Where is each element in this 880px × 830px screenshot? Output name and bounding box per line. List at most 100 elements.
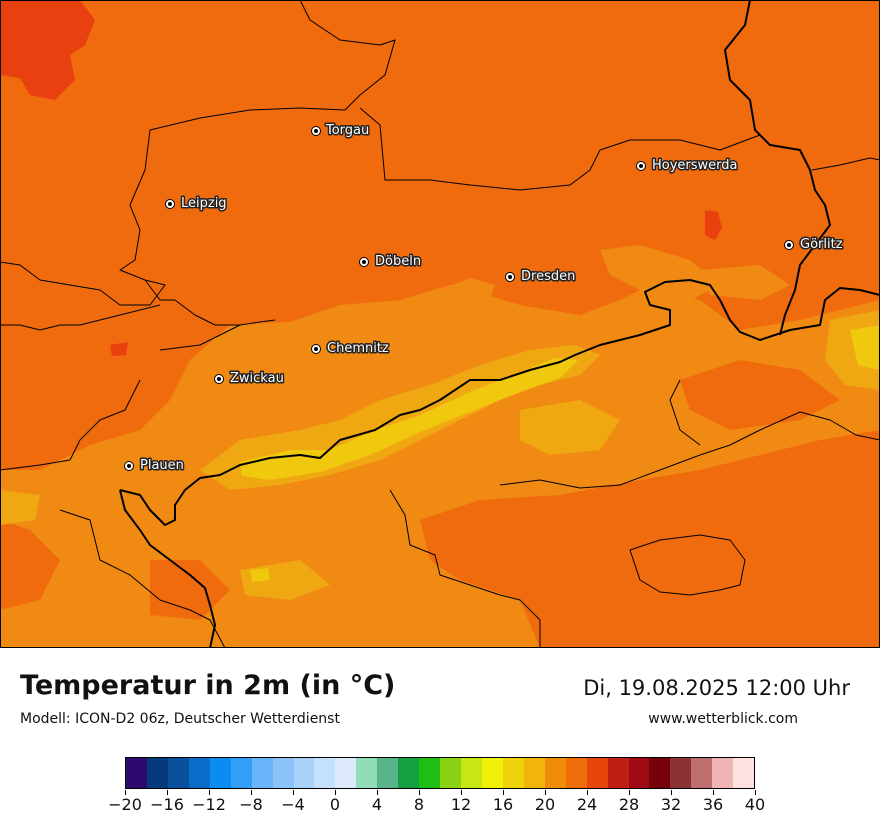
colorbar-swatch: [230, 758, 252, 788]
colorbar-swatch: [209, 758, 231, 788]
colorbar-swatch: [628, 758, 650, 788]
colorbar-swatch: [293, 758, 315, 788]
colorbar-swatch: [670, 758, 692, 788]
city-torgau: Torgau: [311, 122, 371, 140]
hot-patch: [705, 210, 722, 240]
cool-ridge: [520, 400, 620, 455]
city-label: Torgau: [325, 123, 369, 138]
city-goerlitz: Görlitz: [784, 236, 844, 254]
colorbar-tick: [293, 790, 294, 795]
city-dot-center: [508, 275, 512, 279]
coolest-crest: [850, 325, 880, 370]
forecast-datetime: Di, 19.08.2025 12:00 Uhr: [583, 676, 850, 700]
colorbar-tick: [461, 790, 462, 795]
colorbar-swatch: [251, 758, 273, 788]
colorbar-tick: [629, 790, 630, 795]
colorbar-tick: [167, 790, 168, 795]
city-label: Zwickau: [230, 371, 284, 386]
colorbar-swatch: [502, 758, 524, 788]
colorbar-tick: [419, 790, 420, 795]
colorbar-swatch: [126, 758, 147, 788]
colorbar-swatch: [733, 758, 755, 788]
colorbar-tick: [713, 790, 714, 795]
city-plauen: Plauen: [124, 457, 185, 475]
colorbar-swatch: [461, 758, 482, 788]
colorbar-tick-label: 24: [576, 795, 598, 814]
city-zwickau: Zwickau: [214, 370, 285, 388]
colorbar-tick: [671, 790, 672, 795]
map-title: Temperatur in 2m (in °C): [20, 670, 396, 701]
colorbar-swatch: [419, 758, 441, 788]
city-dot-center: [127, 464, 131, 468]
base-zone: [420, 430, 880, 648]
colorbar-swatch: [167, 758, 189, 788]
colorbar-tick: [587, 790, 588, 795]
model-source: Modell: ICON-D2 06z, Deutscher Wetterdie…: [20, 711, 340, 727]
colorbar-tick-label: 8: [413, 795, 425, 814]
region-borders: [0, 0, 880, 648]
city-dot-center: [217, 377, 221, 381]
colorbar-tick: [503, 790, 504, 795]
city-dot-center: [168, 202, 172, 206]
colorbar-swatch: [356, 758, 378, 788]
colorbar-swatch: [314, 758, 336, 788]
colorbar-swatch: [586, 758, 608, 788]
mild-zone: [600, 245, 720, 300]
city-chemnitz: Chemnitz: [311, 340, 390, 358]
colorbar-swatch: [544, 758, 566, 788]
colorbar-tick-label: −4: [281, 795, 305, 814]
colorbar-tick-label: 40: [744, 795, 766, 814]
colorbar-tick-label: 0: [329, 795, 341, 814]
city-label: Leipzig: [181, 196, 227, 211]
colorbar-swatch: [565, 758, 587, 788]
city-layer: Torgau Hoyerswerda Leipzig Görlitz Döbel…: [124, 122, 844, 475]
colorbar-swatch: [691, 758, 713, 788]
city-dresden: Dresden: [505, 268, 577, 286]
city-dot-center: [787, 243, 791, 247]
colorbar-tick-label: 20: [534, 795, 556, 814]
temperature-map: Torgau Hoyerswerda Leipzig Görlitz Döbel…: [0, 0, 880, 648]
colorbar-swatch: [649, 758, 671, 788]
city-hoyerswerda: Hoyerswerda: [636, 157, 739, 175]
city-leipzig: Leipzig: [165, 195, 228, 213]
colorbar-swatch: [272, 758, 294, 788]
colorbar-tick-label: 16: [492, 795, 514, 814]
cool-ridge: [0, 490, 40, 525]
colorbar-tick-label: 4: [371, 795, 383, 814]
colorbar-swatch: [377, 758, 399, 788]
colorbar-tick-label: 12: [450, 795, 472, 814]
city-label: Görlitz: [800, 237, 843, 252]
city-dot-center: [314, 347, 318, 351]
colorbar-tick: [377, 790, 378, 795]
city-dot-center: [362, 260, 366, 264]
colorbar-tick-label: 36: [702, 795, 724, 814]
city-label: Plauen: [140, 458, 184, 473]
hot-patch: [0, 0, 95, 100]
colorbar-tick-label: 32: [660, 795, 682, 814]
city-label: Hoyerswerda: [652, 158, 738, 173]
colorbar-tick-label: −20: [108, 795, 142, 814]
city-dot-center: [314, 129, 318, 133]
colorbar-tick-label: 28: [618, 795, 640, 814]
colorbar-swatch: [398, 758, 420, 788]
colorbar-swatch: [335, 758, 357, 788]
colorbar-tick-label: −8: [239, 795, 263, 814]
colorbar-ticks: −20 −16 −12 −8 −4 0 4 8 12 16 20 24 28 32 36 40: [0, 790, 880, 830]
colorbar-tick-label: −12: [192, 795, 226, 814]
country-borders: [119, 0, 880, 648]
colorbar-swatch: [607, 758, 629, 788]
colorbar-tick: [545, 790, 546, 795]
city-dot-center: [639, 164, 643, 168]
website-link[interactable]: www.wetterblick.com: [648, 711, 798, 727]
mild-zone: [700, 265, 790, 300]
city-label: Döbeln: [375, 254, 421, 269]
base-zone: [0, 520, 60, 610]
city-label: Chemnitz: [327, 341, 389, 356]
temperature-colorbar: [125, 757, 755, 789]
colorbar-tick: [125, 790, 126, 795]
city-doebeln: Döbeln: [359, 253, 423, 271]
colorbar-swatch: [440, 758, 461, 788]
colorbar-swatch: [523, 758, 545, 788]
coolest-crest: [240, 358, 578, 480]
colorbar-tick: [251, 790, 252, 795]
